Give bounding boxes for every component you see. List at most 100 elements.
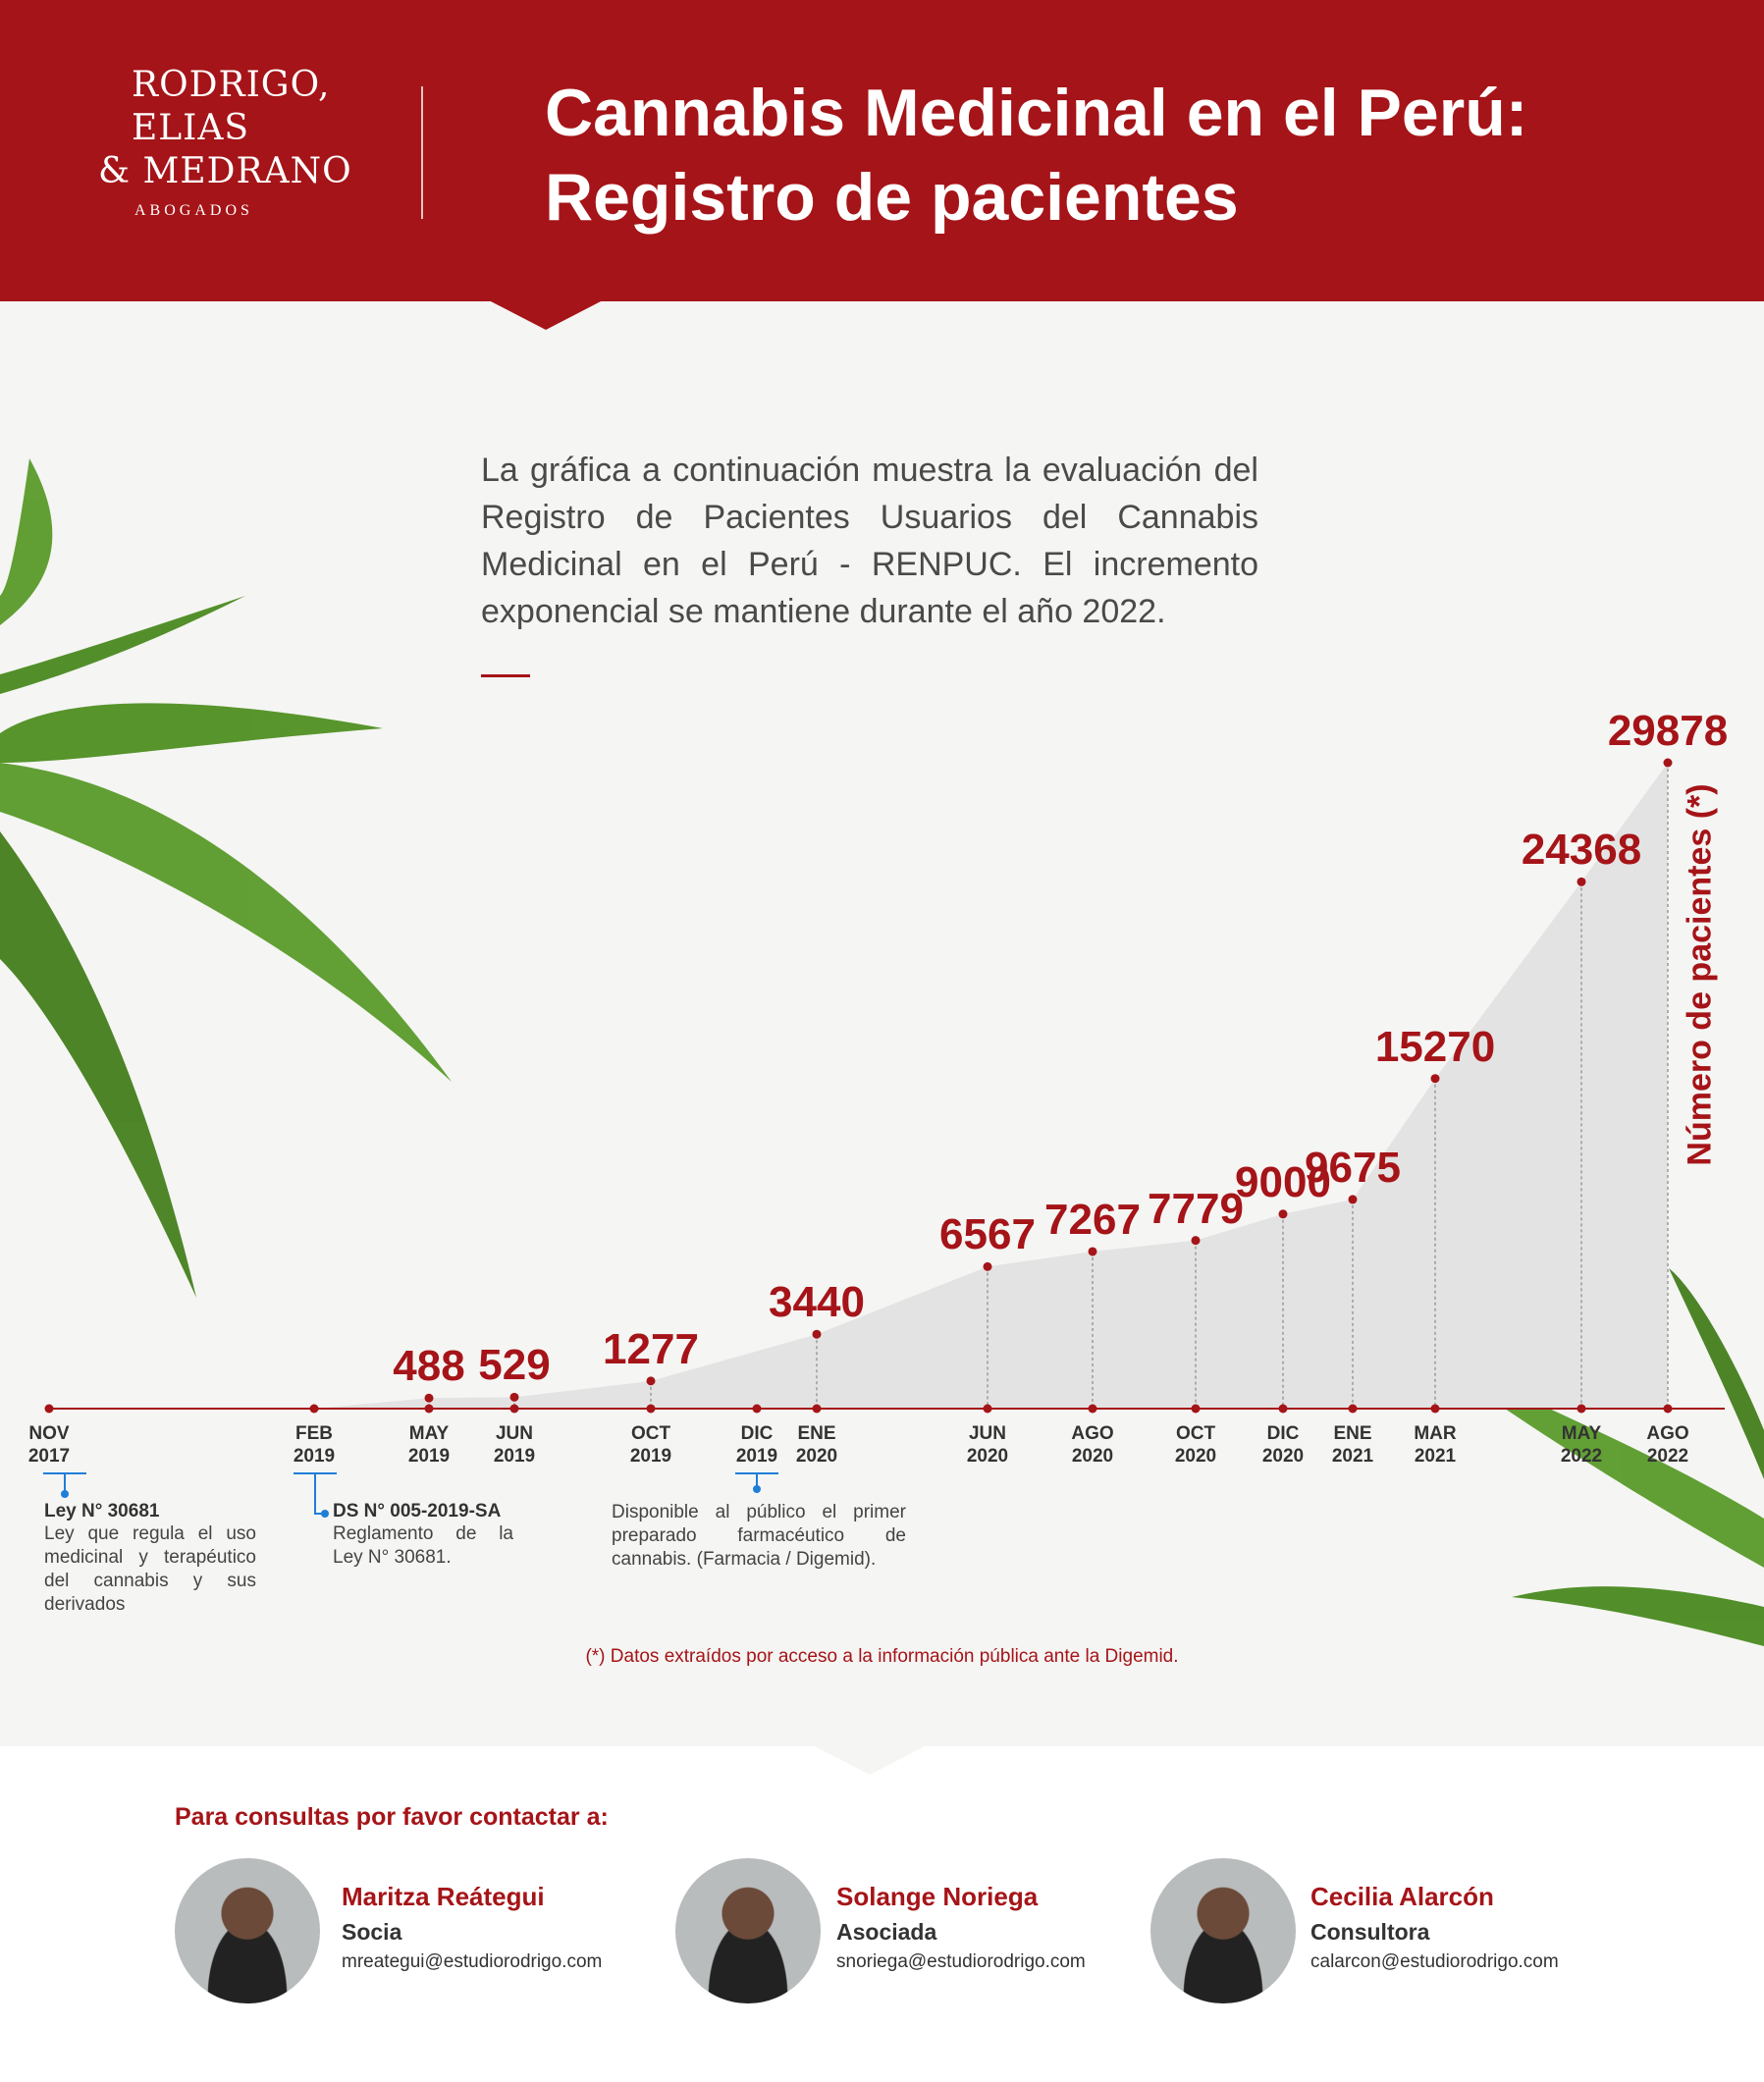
x-tick-month: FEB (295, 1423, 333, 1444)
value-label: 6567 (939, 1210, 1036, 1259)
contact-name: Maritza Reátegui (342, 1882, 545, 1911)
data-point (1088, 1247, 1097, 1256)
data-point (812, 1329, 822, 1339)
note-farmacia-text: Disponible al público el primer preparad… (612, 1502, 906, 1570)
header-divider (421, 86, 423, 219)
area-layer (314, 763, 1668, 1409)
avatar (675, 1858, 821, 2003)
header-banner: RODRIGO, ELIAS & MEDRANO ABOGADOS Cannab… (0, 0, 1764, 301)
x-tick-month: NOV (28, 1423, 70, 1444)
contact-email[interactable]: calarcon@estudiorodrigo.com (1310, 1951, 1559, 1972)
page-title-line-2: Registro de pacientes (545, 160, 1239, 235)
header-notch (489, 300, 603, 330)
x-tick-month: OCT (1175, 1423, 1216, 1444)
contact-role: Consultora (1310, 1919, 1430, 1945)
cannabis-leaf-left-icon (0, 458, 452, 1298)
note-ds-text: Reglamento de la Ley N° 30681. (333, 1523, 513, 1568)
value-label: 3440 (769, 1278, 865, 1327)
value-label: 15270 (1374, 1022, 1496, 1071)
x-tick-year: 2022 (1560, 1446, 1603, 1467)
x-tick-month: AGO (1646, 1423, 1689, 1444)
x-tick-month: ENE (1333, 1423, 1372, 1444)
value-label: 529 (478, 1341, 551, 1390)
x-tick-label: OCT 2020 (1175, 1422, 1216, 1468)
data-point (1577, 877, 1586, 886)
value-label: 7267 (1044, 1195, 1141, 1244)
x-axis-tick (1348, 1404, 1358, 1414)
x-tick-label: AGO 2020 (1071, 1422, 1113, 1468)
x-tick-year: 2019 (629, 1446, 672, 1467)
data-point (646, 1376, 656, 1386)
footnote: (*) Datos extraídos por acceso a la info… (585, 1646, 1179, 1667)
x-axis-tick (1663, 1404, 1673, 1414)
note-ds-title: DS N° 005-2019-SA (333, 1501, 502, 1521)
data-point (424, 1393, 434, 1403)
note-ley-text: Ley que regula el uso medicinal y terapé… (44, 1523, 256, 1615)
x-tick-month: MAY (1561, 1423, 1602, 1444)
x-tick-month: JUN (968, 1423, 1006, 1444)
value-label: 9675 (1305, 1143, 1401, 1192)
x-tick-year: 2021 (1414, 1446, 1457, 1467)
x-tick-year: 2019 (493, 1446, 536, 1467)
x-tick-year: 2020 (966, 1446, 1009, 1467)
x-tick-year: 2017 (27, 1446, 71, 1467)
x-tick-month: DIC (1266, 1423, 1300, 1444)
marker-layer (424, 758, 1673, 1403)
page-title-line-1: Cannabis Medicinal en el Perú: (545, 76, 1528, 150)
x-tick-label: MAR 2021 (1414, 1422, 1456, 1468)
x-tick-label: JUN 2020 (967, 1422, 1008, 1468)
x-tick-month: MAR (1414, 1423, 1457, 1444)
panel-notch (813, 1745, 927, 1775)
x-tick-year: 2022 (1646, 1446, 1689, 1467)
contact-name: Solange Noriega (836, 1882, 1039, 1911)
contact-email[interactable]: snoriega@estudiorodrigo.com (836, 1951, 1086, 1972)
x-axis-tick (646, 1404, 656, 1414)
x-tick-label: ENE 2020 (796, 1422, 837, 1468)
x-axis-tick (983, 1404, 992, 1414)
contact-email[interactable]: mreategui@estudiorodrigo.com (342, 1951, 603, 1972)
x-tick-label: AGO 2022 (1646, 1422, 1688, 1468)
note-ds: DS N° 005-2019-SA Reglamento de la Ley N… (333, 1501, 513, 1570)
logo-line-1: RODRIGO, (132, 65, 331, 105)
x-tick-year: 2020 (795, 1446, 838, 1467)
avatar (1150, 1858, 1296, 2003)
contact-heading: Para consultas por favor contactar a: (175, 1803, 609, 1831)
value-label: 29878 (1607, 707, 1729, 755)
contact-role: Socia (342, 1919, 402, 1945)
note-ley-title: Ley N° 30681 (44, 1501, 160, 1521)
logo-subtitle: ABOGADOS (134, 202, 253, 219)
x-axis-tick (1278, 1404, 1288, 1414)
guide-layer (428, 763, 1669, 1409)
intro-paragraph: La gráfica a continuación muestra la eva… (481, 452, 1258, 630)
y-axis-label-text: Número de pacientes (*) (1681, 783, 1719, 1166)
data-point (983, 1261, 992, 1271)
x-axis-tick (1577, 1404, 1586, 1414)
x-tick-year: 2019 (293, 1446, 336, 1467)
data-point (1278, 1209, 1288, 1219)
x-tick-year: 2019 (407, 1446, 451, 1467)
x-tick-year: 2021 (1331, 1446, 1374, 1467)
value-label: 7779 (1148, 1184, 1244, 1233)
x-tick-month: AGO (1071, 1423, 1114, 1444)
chart-panel: La gráfica a continuación muestra la eva… (0, 301, 1764, 1746)
data-point (1348, 1195, 1358, 1204)
x-tick-month: ENE (797, 1423, 836, 1444)
x-tick-label: MAY 2019 (408, 1422, 450, 1468)
x-axis-tick (509, 1404, 519, 1414)
x-tick-label: JUN 2019 (494, 1422, 535, 1468)
x-axis-tick (1430, 1404, 1440, 1414)
x-tick-month: JUN (495, 1423, 533, 1444)
value-label: 24368 (1521, 826, 1642, 875)
area-fill (314, 763, 1668, 1409)
chart-svg (0, 458, 1764, 1646)
note-dot (321, 1510, 329, 1518)
x-axis-tick (1191, 1404, 1201, 1414)
contact-role: Asociada (836, 1919, 937, 1945)
data-point (509, 1392, 519, 1402)
x-axis-tick (752, 1404, 762, 1414)
x-tick-year: 2019 (735, 1446, 778, 1467)
avatar (175, 1858, 320, 2003)
axis-layer (43, 1404, 1725, 1518)
x-axis-tick (812, 1404, 822, 1414)
x-tick-label: OCT 2019 (630, 1422, 671, 1468)
